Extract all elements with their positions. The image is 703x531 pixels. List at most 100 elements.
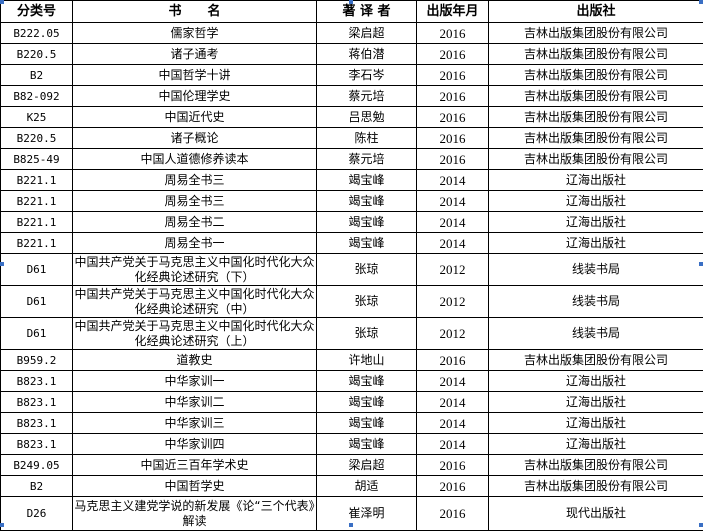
cell-author: 张琼 — [317, 286, 417, 318]
cell-title: 道教史 — [73, 350, 317, 371]
cell-code: B823.1 — [1, 413, 73, 434]
cell-title: 诸子通考 — [73, 44, 317, 65]
cell-title: 中华家训四 — [73, 434, 317, 455]
cell-year: 2016 — [417, 350, 489, 371]
cell-code: B249.05 — [1, 455, 73, 476]
cell-title: 儒家哲学 — [73, 23, 317, 44]
cell-publisher: 吉林出版集团股份有限公司 — [489, 86, 703, 107]
cell-title: 周易全书三 — [73, 170, 317, 191]
cell-year: 2016 — [417, 107, 489, 128]
cell-author: 梁启超 — [317, 23, 417, 44]
cell-year: 2014 — [417, 233, 489, 254]
cell-publisher: 吉林出版集团股份有限公司 — [489, 350, 703, 371]
cell-title: 中国近三百年学术史 — [73, 455, 317, 476]
cell-author: 竭宝峰 — [317, 392, 417, 413]
cell-publisher: 吉林出版集团股份有限公司 — [489, 23, 703, 44]
selection-handle-top-left[interactable] — [0, 0, 4, 4]
cell-title: 周易全书二 — [73, 212, 317, 233]
header-title: 书 名 — [73, 1, 317, 23]
cell-publisher: 辽海出版社 — [489, 392, 703, 413]
cell-title: 中华家训一 — [73, 371, 317, 392]
cell-publisher: 辽海出版社 — [489, 191, 703, 212]
cell-author: 胡适 — [317, 476, 417, 497]
cell-author: 吕思勉 — [317, 107, 417, 128]
cell-author: 蔡元培 — [317, 149, 417, 170]
header-code: 分类号 — [1, 1, 73, 23]
cell-code: B825-49 — [1, 149, 73, 170]
header-publisher: 出版社 — [489, 1, 703, 23]
cell-title: 周易全书一 — [73, 233, 317, 254]
cell-publisher: 吉林出版集团股份有限公司 — [489, 65, 703, 86]
selection-handle-bottom-mid[interactable] — [349, 523, 353, 527]
cell-author: 竭宝峰 — [317, 413, 417, 434]
cell-code: D61 — [1, 254, 73, 286]
cell-title: 中国哲学十讲 — [73, 65, 317, 86]
cell-title: 中国共产党关于马克思主义中国化时代化大众化经典论述研究（下） — [73, 254, 317, 286]
selection-handle-bottom-right[interactable] — [699, 523, 703, 527]
cell-author: 张琼 — [317, 318, 417, 350]
selection-handle-top-mid[interactable] — [349, 0, 353, 4]
cell-publisher: 辽海出版社 — [489, 212, 703, 233]
cell-year: 2012 — [417, 318, 489, 350]
cell-code: B221.1 — [1, 212, 73, 233]
selection-handle-left-mid[interactable] — [0, 262, 4, 266]
cell-title: 中华家训三 — [73, 413, 317, 434]
cell-author: 蔡元培 — [317, 86, 417, 107]
cell-publisher: 吉林出版集团股份有限公司 — [489, 149, 703, 170]
header-year: 出版年月 — [417, 1, 489, 23]
cell-year: 2016 — [417, 44, 489, 65]
cell-author: 蒋伯潜 — [317, 44, 417, 65]
cell-code: D26 — [1, 497, 73, 531]
cell-code: B221.1 — [1, 191, 73, 212]
cell-code: B220.5 — [1, 44, 73, 65]
cell-author: 梁启超 — [317, 455, 417, 476]
cell-author: 李石岑 — [317, 65, 417, 86]
cell-author: 崔泽明 — [317, 497, 417, 531]
cell-code: B823.1 — [1, 371, 73, 392]
cell-year: 2014 — [417, 434, 489, 455]
cell-publisher: 吉林出版集团股份有限公司 — [489, 128, 703, 149]
cell-code: B823.1 — [1, 434, 73, 455]
cell-title: 周易全书三 — [73, 191, 317, 212]
cell-title: 中华家训二 — [73, 392, 317, 413]
cell-title: 中国共产党关于马克思主义中国化时代化大众化经典论述研究（中） — [73, 286, 317, 318]
selection-handle-bottom-left[interactable] — [0, 523, 4, 527]
cell-title: 诸子概论 — [73, 128, 317, 149]
cell-code: B222.05 — [1, 23, 73, 44]
cell-publisher: 辽海出版社 — [489, 413, 703, 434]
cell-year: 2016 — [417, 455, 489, 476]
cell-year: 2016 — [417, 128, 489, 149]
cell-code: K25 — [1, 107, 73, 128]
cell-code: B823.1 — [1, 392, 73, 413]
cell-author: 竭宝峰 — [317, 212, 417, 233]
selection-handle-top-right[interactable] — [699, 0, 703, 4]
cell-year: 2016 — [417, 497, 489, 531]
cell-author: 许地山 — [317, 350, 417, 371]
cell-year: 2016 — [417, 65, 489, 86]
cell-publisher: 线装书局 — [489, 254, 703, 286]
cell-code: B221.1 — [1, 233, 73, 254]
cell-year: 2014 — [417, 371, 489, 392]
cell-year: 2014 — [417, 212, 489, 233]
cell-code: B959.2 — [1, 350, 73, 371]
cell-title: 马克思主义建党学说的新发展《论“三个代表》解读 — [73, 497, 317, 531]
cell-author: 竭宝峰 — [317, 170, 417, 191]
selection-handle-right-mid[interactable] — [699, 262, 703, 266]
cell-author: 竭宝峰 — [317, 434, 417, 455]
